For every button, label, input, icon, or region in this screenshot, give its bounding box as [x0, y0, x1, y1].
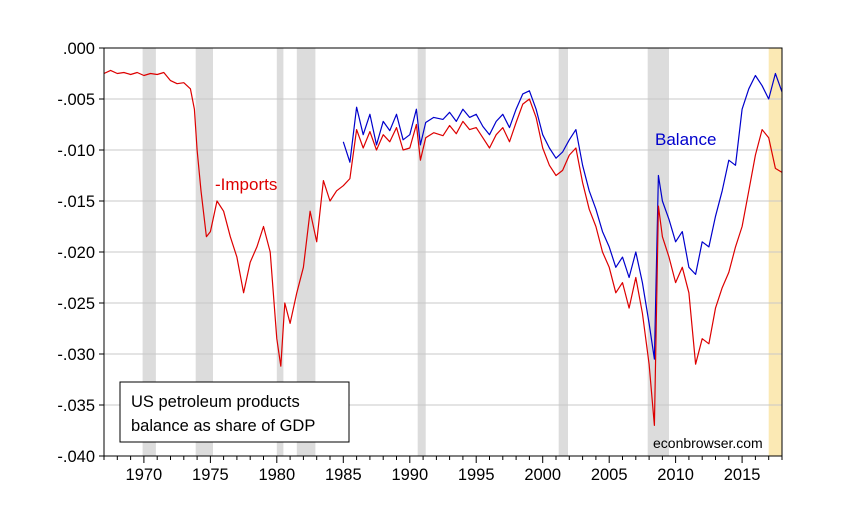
x-tick-label: 1990 [391, 466, 428, 484]
y-tick-label: -.020 [57, 244, 95, 262]
legend-box-line-2: balance as share of GDP [131, 417, 315, 435]
watermark: econbrowser.com [653, 435, 763, 451]
series-lines [103, 69, 783, 426]
legend-box-frame [119, 381, 350, 443]
x-tick-label: 2000 [524, 466, 561, 484]
y-tick-label: -.015 [57, 193, 95, 211]
x-tick-label: 1970 [126, 466, 163, 484]
series-label-balance: Balance [655, 130, 716, 149]
legend-box-line-1: US petroleum products [131, 393, 300, 411]
y-tick-label: -.035 [57, 397, 95, 415]
y-tick-label: -.010 [57, 142, 95, 160]
x-tick-label: 1995 [458, 466, 495, 484]
x-tick-label: 2015 [724, 466, 761, 484]
y-tick-label: -.005 [57, 91, 95, 109]
y-tick-label: -.030 [57, 346, 95, 364]
series-line-balance [342, 72, 783, 360]
y-tick-label: -.040 [57, 448, 95, 466]
y-axis: .000 -.005 -.010 -.015 -.020 -.025 -.030 -.035 -… [57, 40, 104, 466]
series-label-imports: -Imports [215, 175, 277, 194]
y-tick-label: .000 [63, 40, 95, 58]
legend-box: US petroleum products balance as share o… [119, 381, 350, 443]
x-axis: 1970 1975 1980 1985 1990 1995 2000 2005 2010 2015 [103, 456, 783, 484]
x-tick-label: 1985 [325, 466, 362, 484]
x-tick-label: 2005 [591, 466, 628, 484]
x-tick-label: 2010 [657, 466, 694, 484]
series-line-imports [103, 69, 783, 426]
x-tick-label: 1980 [258, 466, 295, 484]
x-tick-label: 1975 [192, 466, 229, 484]
y-tick-label: -.025 [57, 295, 95, 313]
